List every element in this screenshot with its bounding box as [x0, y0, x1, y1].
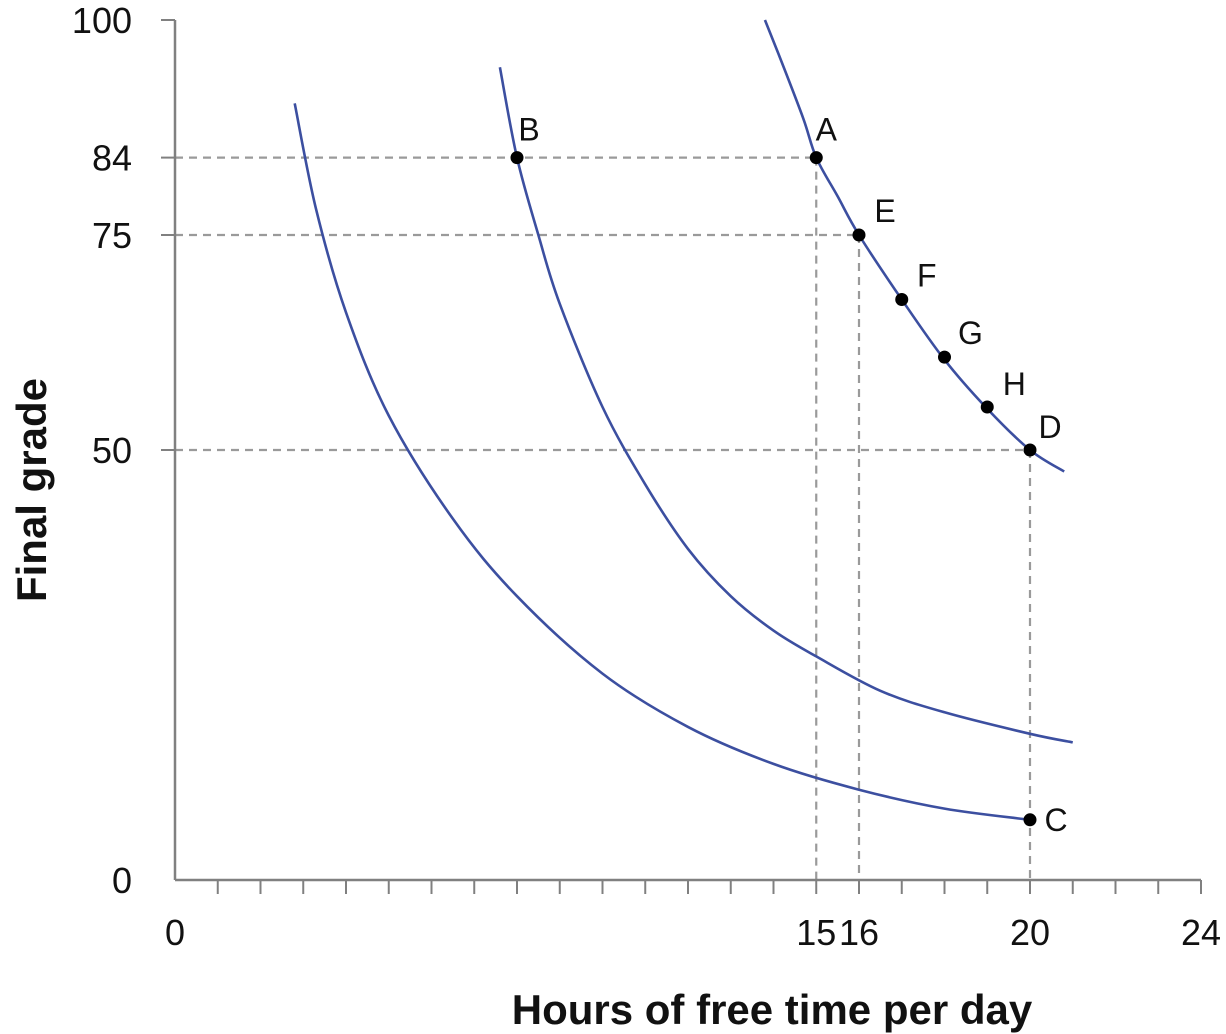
- indifference-curves: [293, 19, 1074, 822]
- point-g-marker: [938, 350, 951, 364]
- y-tick-label: 75: [92, 215, 132, 256]
- curve-3: [763, 19, 1065, 473]
- point-c-marker: [1023, 813, 1037, 827]
- y-axis-title: Final grade: [8, 378, 55, 602]
- point-c-label: C: [1044, 802, 1067, 838]
- y-tick-label: 84: [92, 138, 132, 179]
- tick-labels: 0 15 16 20 24 0 50 75 84 100: [72, 0, 1221, 953]
- guide-lines: [175, 156, 1032, 880]
- point-a-marker: [809, 151, 823, 165]
- point-d-marker: [1023, 443, 1037, 457]
- point-b-label: B: [518, 112, 539, 148]
- x-tick-label: 24: [1181, 912, 1221, 953]
- point-h-label: H: [1003, 366, 1026, 402]
- point-f-marker: [895, 293, 909, 306]
- y-tick-label: 0: [112, 860, 132, 901]
- x-tick-label: 20: [1010, 912, 1050, 953]
- point-e-marker: [852, 228, 866, 242]
- tick-marks: [161, 19, 1202, 894]
- point-f-label: F: [917, 258, 937, 294]
- point-e-label: E: [874, 193, 895, 229]
- x-tick-label: 15: [796, 912, 836, 953]
- point-g-label: G: [958, 315, 983, 351]
- point-b-marker: [510, 151, 524, 165]
- axes: [173, 20, 1201, 882]
- x-tick-label: 0: [165, 912, 185, 953]
- point-a-label: A: [816, 112, 838, 148]
- x-axis-title: Hours of free time per day: [512, 986, 1033, 1033]
- y-tick-label: 50: [92, 430, 132, 471]
- point-h-marker: [980, 400, 994, 414]
- x-tick-label: 16: [839, 912, 879, 953]
- curve-2: [498, 67, 1074, 744]
- y-tick-label: 100: [72, 0, 132, 41]
- point-d-label: D: [1038, 409, 1061, 445]
- curve-1: [293, 103, 1031, 822]
